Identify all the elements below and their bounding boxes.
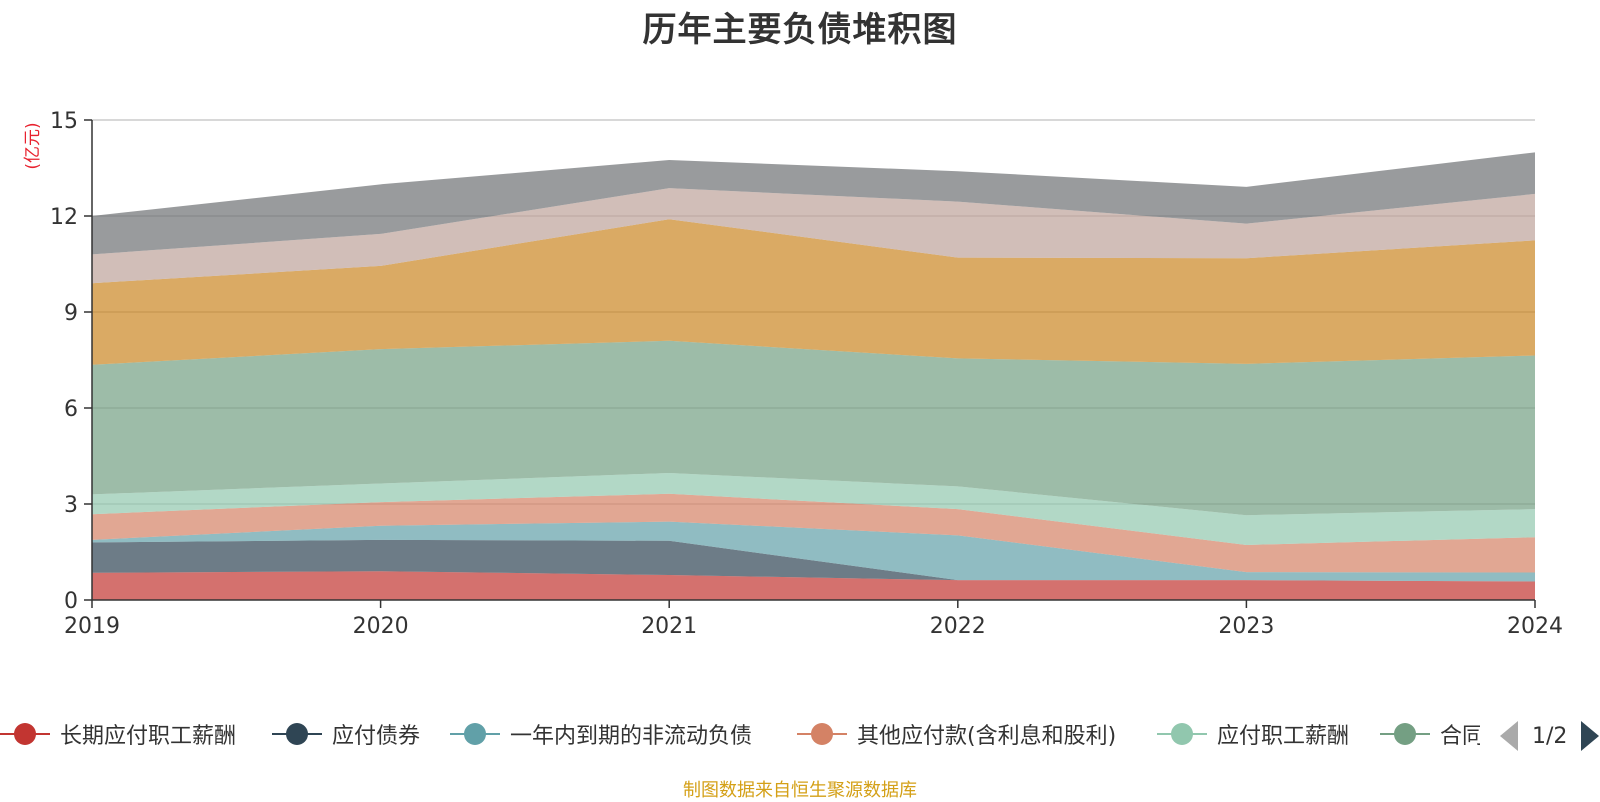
axes: 0 3 6 9 12 15 2019 2020 2021 2022 2023 2024 xyxy=(50,109,1563,639)
y-tick-label-1: 3 xyxy=(64,493,78,518)
area-series-7[interactable] xyxy=(92,188,1535,284)
y-tick-label-4: 12 xyxy=(50,205,78,230)
legend-label: 合同负债 xyxy=(1440,724,1480,749)
legend-marker-icon xyxy=(1380,719,1430,749)
source-note: 制图数据来自恒生聚源数据库 xyxy=(683,780,917,801)
legend-item-0[interactable]: 长期应付职工薪酬 xyxy=(0,714,236,754)
y-tick-label-2: 6 xyxy=(64,397,78,422)
y-tick-label-0: 0 xyxy=(64,589,78,614)
legend-marker-icon xyxy=(0,719,50,749)
x-tick-label-2: 2021 xyxy=(641,614,697,639)
x-tick-label-0: 2019 xyxy=(64,614,120,639)
legend-pager: 1/2 xyxy=(1500,718,1600,754)
legend-label: 应付职工薪酬 xyxy=(1217,724,1350,749)
y-tick-label-3: 9 xyxy=(64,301,78,326)
chart-area: 0 3 6 9 12 15 2019 2020 2021 2022 2023 2024 (亿元) xyxy=(23,109,1563,639)
area-series-6[interactable] xyxy=(92,219,1535,365)
area-series-3[interactable] xyxy=(92,493,1535,573)
area-series-8[interactable] xyxy=(92,152,1535,255)
legend-item-1[interactable]: 应付债券 xyxy=(272,714,420,754)
y-tick-label-5: 15 xyxy=(50,109,78,134)
x-tick-label-1: 2020 xyxy=(353,614,409,639)
legend-item-2[interactable]: 一年内到期的非流动负债 xyxy=(450,714,752,754)
legend-item-3[interactable]: 其他应付款(含利息和股利) xyxy=(797,714,1116,754)
legend-label: 长期应付职工薪酬 xyxy=(60,724,237,749)
legend-marker-icon xyxy=(797,719,847,749)
legend-item-5[interactable]: 合同负债 xyxy=(1380,714,1480,754)
chart-title: 历年主要负债堆积图 xyxy=(642,10,958,50)
area-series-1[interactable] xyxy=(92,539,1535,582)
legend-prev-page-icon[interactable] xyxy=(1500,721,1518,751)
x-tick-label-5: 2024 xyxy=(1507,614,1563,639)
area-series-0[interactable] xyxy=(92,571,1535,600)
legend-label: 应付债券 xyxy=(332,724,421,749)
legend-label: 一年内到期的非流动负债 xyxy=(510,724,753,749)
legend-marker-icon xyxy=(450,719,500,749)
legend-label: 其他应付款(含利息和股利) xyxy=(857,724,1117,749)
legend-item-4[interactable]: 应付职工薪酬 xyxy=(1157,714,1349,754)
area-series-2[interactable] xyxy=(92,521,1535,582)
legend-marker-icon xyxy=(1157,719,1207,749)
x-tick-label-3: 2022 xyxy=(930,614,986,639)
x-tick-label-4: 2023 xyxy=(1218,614,1274,639)
area-series-4[interactable] xyxy=(92,472,1535,545)
legend-marker-icon xyxy=(272,719,322,749)
legend: 长期应付职工薪酬 应付债券 一年内到期的非流动负债 其他应付款(含利息和股利) 应付职工… xyxy=(0,714,1480,754)
legend-page-indicator: 1/2 xyxy=(1532,723,1568,749)
legend-next-page-icon[interactable] xyxy=(1581,721,1600,751)
area-series-5[interactable] xyxy=(92,340,1535,516)
stacked-areas xyxy=(92,152,1535,600)
y-axis-unit-label: (亿元) xyxy=(23,122,43,169)
